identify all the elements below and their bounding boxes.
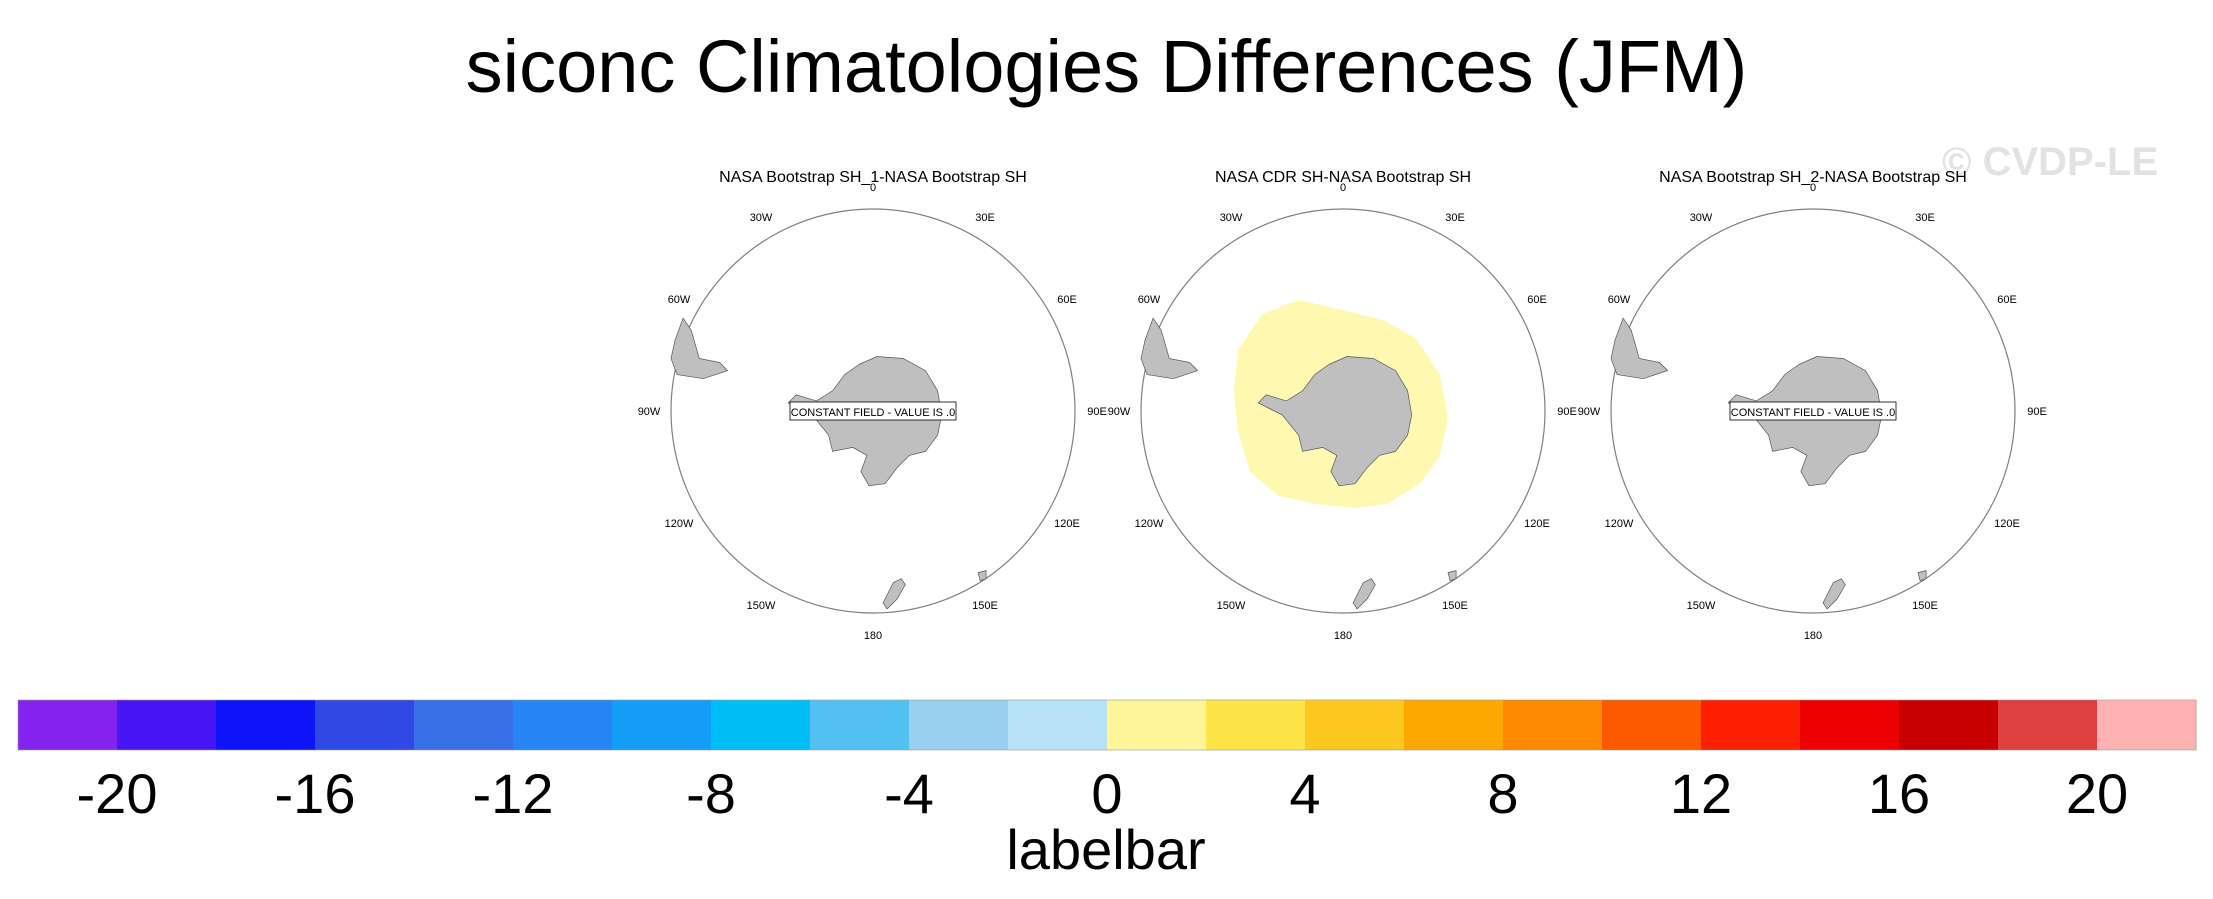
antarctica-landmass bbox=[787, 356, 943, 487]
longitude-label: 150W bbox=[1217, 600, 1246, 612]
tasmania-landmass bbox=[977, 570, 987, 582]
panel-subtitle: NASA Bootstrap SH_1-NASA Bootstrap SH bbox=[719, 169, 1027, 186]
longitude-label: 90E bbox=[1087, 406, 1107, 418]
message-box bbox=[1729, 401, 1897, 421]
colorbar-tick-label: 20 bbox=[2066, 762, 2128, 825]
longitude-label: 180 bbox=[1804, 630, 1822, 642]
colorbar-box bbox=[1899, 700, 1999, 750]
colorbar-box bbox=[414, 700, 514, 750]
longitude-label: 30W bbox=[1220, 212, 1243, 224]
colorbar-box bbox=[1206, 700, 1306, 750]
colorbar-box bbox=[1800, 700, 1900, 750]
longitude-label: 180 bbox=[1334, 630, 1352, 642]
colorbar-tick-label: 0 bbox=[1091, 762, 1122, 825]
colorbar-box bbox=[216, 700, 316, 750]
colorbar-tick-label: 16 bbox=[1868, 762, 1930, 825]
panel-subtitle: NASA CDR SH-NASA Bootstrap SH bbox=[1215, 169, 1471, 186]
tasmania-landmass bbox=[1447, 570, 1457, 582]
panel-subtitle: NASA Bootstrap SH_2-NASA Bootstrap SH bbox=[1659, 169, 1967, 186]
page-title: siconc Climatologies Differences (JFM) bbox=[465, 25, 1748, 108]
colorbar-box bbox=[711, 700, 811, 750]
map-panel: NASA Bootstrap SH_1-NASA Bootstrap SH0 30… bbox=[638, 169, 1107, 642]
colorbar-box bbox=[117, 700, 217, 750]
colorbar-box bbox=[2097, 700, 2197, 750]
longitude-label: 150E bbox=[972, 600, 998, 612]
colorbar-tick-label: -4 bbox=[884, 762, 934, 825]
colorbar-box bbox=[1305, 700, 1405, 750]
longitude-label: 90W bbox=[1108, 406, 1131, 418]
map-panels: NASA Bootstrap SH_1-NASA Bootstrap SH030… bbox=[638, 169, 2047, 642]
longitude-label: 90W bbox=[638, 406, 661, 418]
constant-field-message: CONSTANT FIELD - VALUE IS .0 bbox=[1731, 407, 1895, 419]
longitude-label: 90E bbox=[1557, 406, 1577, 418]
colorbar-box bbox=[513, 700, 613, 750]
colorbar-box bbox=[1008, 700, 1108, 750]
longitude-label: 0 bbox=[870, 182, 876, 194]
longitude-label: 0 bbox=[1810, 182, 1816, 194]
colorbar: -20 -16 -12 -8 -4 0 4 8 12 16 20 labelbar bbox=[17, 699, 2197, 880]
colorbar-tick-label: 12 bbox=[1670, 762, 1732, 825]
antarctica-landmass bbox=[1727, 356, 1883, 487]
map-panel: NASA Bootstrap SH_2-NASA Bootstrap SH0 30… bbox=[1578, 169, 2047, 642]
longitude-label: 90E bbox=[2027, 406, 2047, 418]
longitude-label: 180 bbox=[864, 630, 882, 642]
colorbar-box bbox=[612, 700, 712, 750]
longitude-label: 120E bbox=[1054, 518, 1080, 530]
new-zealand-landmass bbox=[882, 578, 906, 610]
tasmania-landmass bbox=[1917, 570, 1927, 582]
longitude-label: 60E bbox=[1057, 294, 1077, 306]
colorbar-tick-label: 4 bbox=[1289, 762, 1320, 825]
longitude-label: 60W bbox=[1138, 294, 1161, 306]
colorbar-tick-label: -8 bbox=[686, 762, 736, 825]
longitude-label: 120E bbox=[1994, 518, 2020, 530]
longitude-label: 150W bbox=[747, 600, 776, 612]
longitude-label: 60W bbox=[668, 294, 691, 306]
watermark: © CVDP-LE bbox=[1942, 140, 2159, 184]
longitude-label: 150E bbox=[1442, 600, 1468, 612]
longitude-label: 120W bbox=[1135, 518, 1164, 530]
colorbar-box bbox=[1107, 700, 1207, 750]
south-america-landmass bbox=[1610, 317, 1669, 380]
map-panel: NASA CDR SH-NASA Bootstrap SH0 30E 60E 90E 1… bbox=[1108, 169, 1577, 642]
colorbar-title: labelbar bbox=[1006, 818, 1205, 880]
longitude-label: 30W bbox=[1690, 212, 1713, 224]
longitude-label: 120W bbox=[665, 518, 694, 530]
antarctica-landmass bbox=[1257, 356, 1413, 487]
longitude-label: 90W bbox=[1578, 406, 1601, 418]
colorbar-box bbox=[810, 700, 910, 750]
longitude-label: 60E bbox=[1527, 294, 1547, 306]
colorbar-box bbox=[18, 700, 118, 750]
colorbar-box bbox=[909, 700, 1009, 750]
colorbar-box bbox=[1503, 700, 1603, 750]
colorbar-box bbox=[1701, 700, 1801, 750]
message-box bbox=[789, 401, 957, 421]
constant-field-message: CONSTANT FIELD - VALUE IS .0 bbox=[791, 407, 955, 419]
colorbar-box bbox=[315, 700, 415, 750]
longitude-label: 30E bbox=[1445, 212, 1465, 224]
longitude-label: 150E bbox=[1912, 600, 1938, 612]
new-zealand-landmass bbox=[1352, 578, 1376, 610]
longitude-label: 60E bbox=[1997, 294, 2017, 306]
longitude-label: 120W bbox=[1605, 518, 1634, 530]
colorbar-tick-label: -12 bbox=[473, 762, 554, 825]
colorbar-tick-label: -20 bbox=[77, 762, 158, 825]
new-zealand-landmass bbox=[1822, 578, 1846, 610]
colorbar-box bbox=[1602, 700, 1702, 750]
longitude-label: 30W bbox=[750, 212, 773, 224]
south-america-landmass bbox=[670, 317, 729, 380]
colorbar-box bbox=[1404, 700, 1504, 750]
longitude-label: 60W bbox=[1608, 294, 1631, 306]
longitude-label: 150W bbox=[1687, 600, 1716, 612]
longitude-label: 0 bbox=[1340, 182, 1346, 194]
colorbar-tick-label: 8 bbox=[1487, 762, 1518, 825]
longitude-label: 30E bbox=[1915, 212, 1935, 224]
colorbar-box bbox=[1998, 700, 2098, 750]
colorbar-tick-label: -16 bbox=[275, 762, 356, 825]
colorbar-frame bbox=[17, 699, 2197, 751]
longitude-label: 30E bbox=[975, 212, 995, 224]
longitude-label: 120E bbox=[1524, 518, 1550, 530]
south-america-landmass bbox=[1140, 317, 1199, 380]
